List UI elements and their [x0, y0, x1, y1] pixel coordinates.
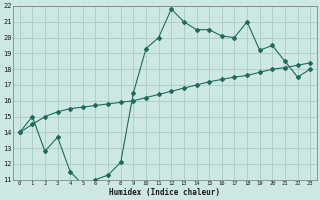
X-axis label: Humidex (Indice chaleur): Humidex (Indice chaleur)	[109, 188, 220, 197]
